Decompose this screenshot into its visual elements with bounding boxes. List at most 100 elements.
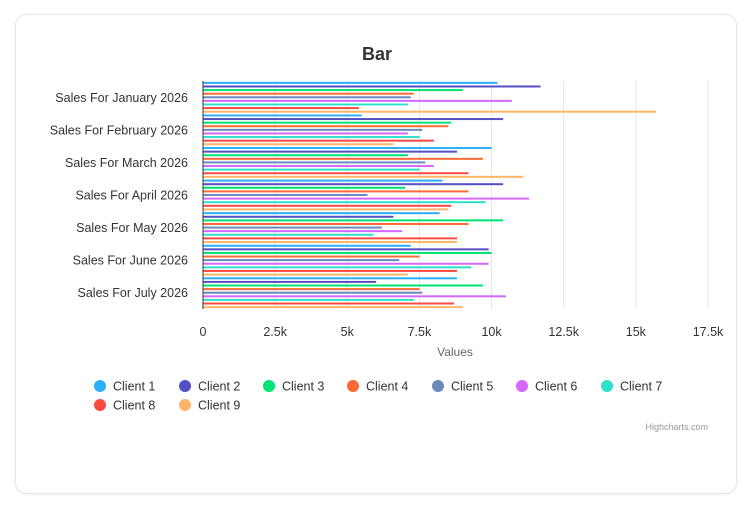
legend: Client 1 Client 2 Client 3 Client 4 Client 5… <box>94 380 662 413</box>
bar[interactable] <box>203 136 420 139</box>
bar[interactable] <box>203 226 382 229</box>
bar[interactable] <box>203 125 449 128</box>
legend-marker <box>432 380 444 392</box>
tick-label: 17.5k <box>693 325 724 339</box>
bar[interactable] <box>203 154 408 157</box>
bar[interactable] <box>203 259 400 262</box>
legend-item[interactable]: Client 7 <box>601 380 662 394</box>
bar[interactable] <box>203 269 457 272</box>
legend-item[interactable]: Client 2 <box>179 380 240 394</box>
bar[interactable] <box>203 273 408 276</box>
bar[interactable] <box>203 107 359 110</box>
tick-label: 10k <box>481 325 502 339</box>
bar[interactable] <box>203 251 492 254</box>
bar[interactable] <box>203 244 411 247</box>
bar[interactable] <box>203 291 423 294</box>
bar[interactable] <box>203 204 452 207</box>
bar[interactable] <box>203 110 657 113</box>
tick-label: 0 <box>200 325 207 339</box>
legend-label: Client 8 <box>113 399 155 413</box>
bar[interactable] <box>203 172 469 175</box>
tick-label: 7.5k <box>408 325 432 339</box>
bar[interactable] <box>203 280 377 283</box>
bar[interactable] <box>203 215 394 218</box>
bar[interactable] <box>203 306 463 309</box>
bar[interactable] <box>203 114 362 117</box>
bar[interactable] <box>203 183 504 186</box>
bar[interactable] <box>203 266 472 269</box>
bar[interactable] <box>203 99 512 102</box>
bar[interactable] <box>203 150 457 153</box>
bar[interactable] <box>203 248 489 251</box>
chart-title: Bar <box>362 44 392 64</box>
legend-marker <box>263 380 275 392</box>
bar[interactable] <box>203 237 457 240</box>
bar[interactable] <box>203 262 489 265</box>
bar[interactable] <box>203 132 408 135</box>
category-label: Sales For May 2026 <box>76 221 188 235</box>
legend-item[interactable]: Client 3 <box>263 380 324 394</box>
bar[interactable] <box>203 175 524 178</box>
bar[interactable] <box>203 255 420 258</box>
legend-label: Client 3 <box>282 380 324 394</box>
legend-item[interactable]: Client 8 <box>94 399 155 413</box>
legend-label: Client 7 <box>620 380 662 394</box>
bar[interactable] <box>203 96 411 99</box>
bar[interactable] <box>203 277 457 280</box>
legend-label: Client 9 <box>198 399 240 413</box>
bar[interactable] <box>203 284 483 287</box>
bar[interactable] <box>203 161 426 164</box>
legend-item[interactable]: Client 9 <box>179 399 240 413</box>
category-label: Sales For April 2026 <box>75 189 188 203</box>
bars <box>203 81 657 309</box>
credits[interactable]: Highcharts.com <box>645 422 708 432</box>
bar[interactable] <box>203 219 504 222</box>
tick-labels: 0 2.5k 5k 7.5k 10k 12.5k 15k 17.5k <box>200 325 725 339</box>
bar[interactable] <box>203 121 452 124</box>
bar[interactable] <box>203 302 455 305</box>
legend-label: Client 5 <box>451 380 493 394</box>
legend-marker <box>94 399 106 411</box>
bar[interactable] <box>203 201 486 204</box>
legend-marker <box>516 380 528 392</box>
bar[interactable] <box>203 103 408 106</box>
bar[interactable] <box>203 128 423 131</box>
bar[interactable] <box>203 233 374 236</box>
bar[interactable] <box>203 89 463 92</box>
axis-title: Values <box>437 345 473 359</box>
legend-item[interactable]: Client 4 <box>347 380 408 394</box>
legend-label: Client 4 <box>366 380 408 394</box>
bar[interactable] <box>203 208 449 211</box>
bar[interactable] <box>203 288 420 291</box>
bar[interactable] <box>203 118 504 121</box>
category-label: Sales For June 2026 <box>73 254 188 268</box>
bar[interactable] <box>203 92 414 95</box>
bar[interactable] <box>203 143 394 146</box>
bar[interactable] <box>203 222 469 225</box>
bar[interactable] <box>203 85 541 88</box>
bar[interactable] <box>203 168 420 171</box>
bar[interactable] <box>203 179 443 182</box>
legend-item[interactable]: Client 1 <box>94 380 155 394</box>
bar[interactable] <box>203 197 530 200</box>
bar[interactable] <box>203 165 434 168</box>
legend-item[interactable]: Client 6 <box>516 380 577 394</box>
category-label: Sales For March 2026 <box>65 156 188 170</box>
bar[interactable] <box>203 240 457 243</box>
bar[interactable] <box>203 295 506 298</box>
bar[interactable] <box>203 147 492 150</box>
tick-label: 12.5k <box>548 325 579 339</box>
legend-label: Client 6 <box>535 380 577 394</box>
bar[interactable] <box>203 186 405 189</box>
bar[interactable] <box>203 212 440 215</box>
tick-label: 5k <box>341 325 355 339</box>
category-label: Sales For July 2026 <box>78 286 189 300</box>
bar[interactable] <box>203 194 368 196</box>
bar[interactable] <box>203 157 483 160</box>
bar[interactable] <box>203 139 434 142</box>
legend-item[interactable]: Client 5 <box>432 380 493 394</box>
bar[interactable] <box>203 81 498 84</box>
bar[interactable] <box>203 190 469 193</box>
bar[interactable] <box>203 230 403 233</box>
bar[interactable] <box>203 298 414 301</box>
